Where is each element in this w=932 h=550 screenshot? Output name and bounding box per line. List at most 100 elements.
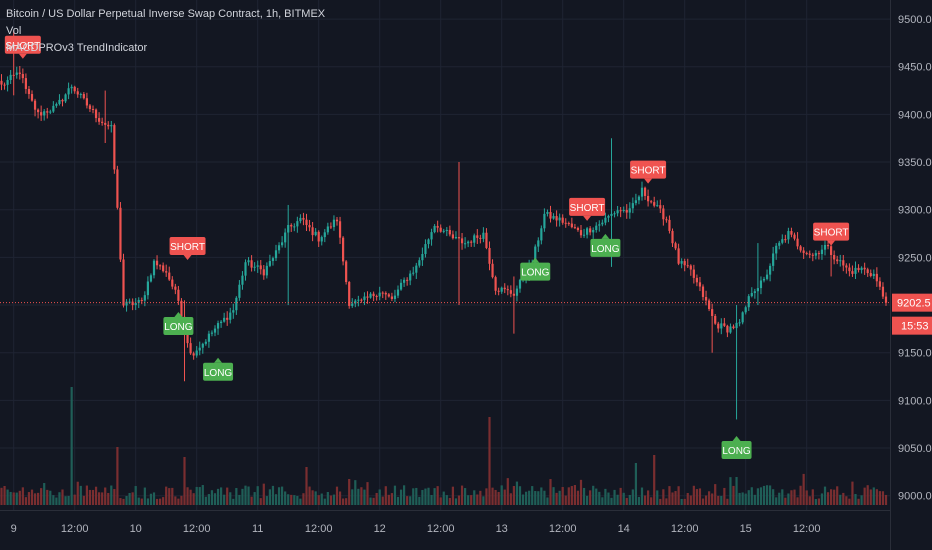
time-tick-label: 13 — [496, 523, 508, 535]
time-axis[interactable]: 9 12:00 10 12:00 11 12:00 12 12:00 13 12:00 14 12:0… — [0, 510, 890, 550]
candle-body — [717, 323, 720, 329]
volume-bar — [637, 496, 641, 505]
volume-bar — [640, 487, 644, 505]
volume-bar — [561, 487, 564, 505]
volume-bar — [61, 489, 64, 505]
signal-pointer — [183, 254, 192, 260]
candle-body — [884, 296, 888, 303]
volume-bar — [744, 493, 747, 505]
candle-body — [159, 265, 162, 267]
candle-body — [287, 225, 290, 233]
volume-bar — [88, 489, 92, 505]
candle-body — [180, 300, 183, 317]
candle-body — [433, 225, 436, 233]
volume-bar — [363, 489, 366, 505]
candle-body — [540, 228, 543, 241]
short-signal: SHORT — [813, 222, 850, 246]
candle-body — [189, 343, 192, 354]
price-axis-background — [890, 0, 932, 550]
candle-body — [131, 301, 134, 306]
volume-bar — [287, 494, 290, 505]
long-signal: LONG — [721, 435, 752, 459]
time-tick-label: 12:00 — [549, 523, 577, 535]
volume-bar — [232, 498, 235, 505]
volume-bar — [708, 491, 711, 505]
candle-body — [497, 290, 500, 292]
volume-bar — [18, 490, 21, 505]
candle-body — [9, 74, 12, 81]
candle-body — [418, 260, 421, 266]
candle-body — [406, 279, 409, 281]
price-axis[interactable]: 9000.09050.09100.09150.09200.09250.09300… — [890, 0, 932, 550]
candle-body — [296, 221, 299, 227]
candle-body — [277, 245, 281, 251]
candle-body — [64, 94, 67, 102]
volume-bar — [616, 494, 619, 505]
candle-body — [817, 253, 820, 255]
candle-body — [836, 259, 839, 262]
signal-badge — [4, 35, 41, 54]
candle-body — [665, 219, 668, 221]
candle-body — [143, 295, 146, 301]
volume-bar — [82, 495, 85, 505]
volume-bars — [0, 387, 888, 505]
volume-bar — [290, 494, 293, 505]
candle-body — [213, 328, 217, 333]
candle-body — [616, 210, 619, 214]
volume-bar — [491, 487, 494, 505]
short-signal: SHORT — [630, 160, 667, 184]
candle-body — [683, 261, 686, 266]
volume-bar — [467, 495, 470, 505]
volume-bar — [674, 491, 677, 505]
candle-body — [268, 261, 271, 266]
candle-body — [396, 289, 400, 296]
volume-bar — [250, 496, 253, 505]
signal-badge — [169, 236, 206, 255]
candle-body — [210, 332, 214, 334]
time-tick-label: 9 — [11, 523, 17, 535]
volume-bar — [845, 496, 848, 505]
volume-bar — [168, 488, 171, 505]
volume-bar — [259, 498, 262, 505]
candle-body — [137, 300, 140, 303]
volume-bar — [647, 490, 650, 505]
volume-bar — [555, 492, 558, 505]
symbol-title[interactable]: Bitcoin / US Dollar Perpetual Inverse Sw… — [6, 8, 326, 20]
candle-body — [21, 73, 24, 79]
volume-bar — [494, 489, 497, 505]
volume-bar — [784, 497, 787, 505]
volume-bar — [546, 497, 549, 505]
candle-body — [622, 209, 625, 211]
candle-body — [869, 273, 872, 277]
candle-body — [192, 353, 195, 356]
volume-bar — [826, 492, 830, 505]
volume-bar — [814, 498, 817, 505]
candle-body — [537, 240, 540, 247]
indicator-label[interactable]: MACDPROv3 TrendIndicator — [6, 42, 148, 54]
candle-body — [473, 235, 476, 243]
candle-body — [430, 232, 433, 240]
candle-body — [726, 325, 729, 333]
candle-body — [595, 225, 598, 231]
candle-body — [82, 94, 85, 99]
candle-body — [360, 299, 363, 301]
candle-body — [357, 299, 360, 301]
candle-body — [207, 333, 210, 342]
candle-body — [826, 244, 830, 247]
signal-badge — [721, 440, 752, 459]
candle-body — [772, 253, 775, 266]
candle-body — [558, 217, 561, 221]
candle-body — [576, 227, 580, 231]
candle-body — [729, 326, 732, 333]
time-axis-background — [0, 510, 890, 550]
volume-study-label[interactable]: Vol — [6, 25, 22, 37]
volume-bar — [741, 492, 744, 505]
volume-bar — [445, 495, 448, 505]
candle-body — [351, 303, 354, 306]
volume-bar — [46, 489, 49, 505]
candle-body — [467, 241, 470, 244]
volume-bar — [540, 487, 543, 505]
volume-bar — [119, 498, 122, 505]
candle-body — [403, 279, 406, 283]
